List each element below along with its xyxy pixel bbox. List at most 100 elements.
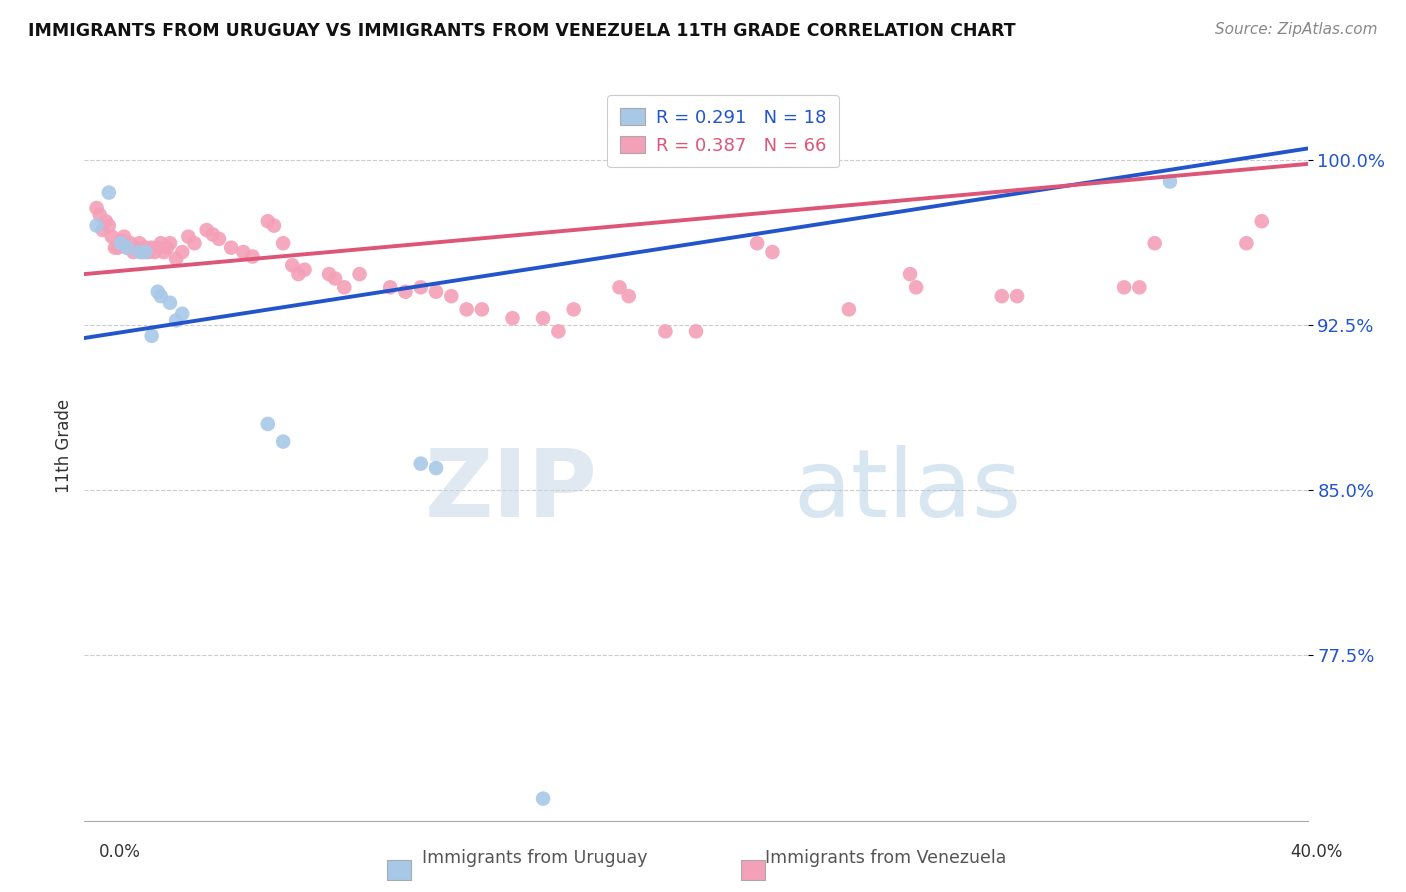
Text: IMMIGRANTS FROM URUGUAY VS IMMIGRANTS FROM VENEZUELA 11TH GRADE CORRELATION CHAR: IMMIGRANTS FROM URUGUAY VS IMMIGRANTS FR… [28,22,1015,40]
Point [135,245,157,260]
Point [333,280,356,294]
Point [898,267,921,281]
Point [531,311,554,326]
Point [172,245,194,260]
Point [1250,214,1272,228]
Point [617,289,640,303]
Point [165,252,187,266]
Point [146,285,169,299]
Point [394,285,416,299]
Point [177,229,200,244]
Point [271,236,294,251]
Point [323,271,346,285]
Point [654,325,676,339]
Point [125,241,148,255]
Point [110,236,132,251]
Point [201,227,224,242]
Point [86,201,108,215]
Point [156,241,179,255]
Point [128,245,150,260]
Point [104,241,127,255]
Point [115,241,138,255]
Y-axis label: 11th Grade: 11th Grade [55,399,73,493]
Point [1005,289,1028,303]
Text: atlas: atlas [794,445,1022,537]
Point [122,245,145,260]
Point [425,285,447,299]
Point [502,311,524,326]
Text: 40.0%: 40.0% [1291,843,1343,861]
Point [471,302,494,317]
Point [747,236,769,251]
Point [120,236,142,251]
Point [380,280,402,294]
Point [97,186,120,200]
Point [1236,236,1258,251]
Point [195,223,218,237]
Point [183,236,205,251]
Point [131,245,153,260]
Point [281,258,304,272]
Point [165,313,187,327]
Point [349,267,371,281]
Point [1114,280,1136,294]
Point [440,289,463,303]
Point [219,241,242,255]
Point [761,245,783,260]
Point [409,280,432,294]
Point [110,234,132,248]
Point [141,328,163,343]
Text: Source: ZipAtlas.com: Source: ZipAtlas.com [1215,22,1378,37]
Point [263,219,285,233]
Text: Immigrants from Venezuela: Immigrants from Venezuela [765,849,1007,867]
Point [531,791,554,805]
Point [128,236,150,251]
Point [232,245,254,260]
Text: ZIP: ZIP [425,445,598,537]
Point [89,208,111,222]
Point [456,302,478,317]
Point [86,219,108,233]
Point [141,241,163,255]
Point [318,267,340,281]
Point [287,267,309,281]
Point [172,307,194,321]
Point [685,325,707,339]
Point [112,229,135,244]
Point [159,236,181,251]
Text: Immigrants from Uruguay: Immigrants from Uruguay [422,849,647,867]
Point [562,302,585,317]
Point [409,457,432,471]
Point [149,289,172,303]
Point [294,262,316,277]
Point [153,245,176,260]
Point [1128,280,1150,294]
Point [425,461,447,475]
Point [1159,175,1181,189]
Point [146,241,169,255]
Point [149,236,172,251]
Point [905,280,928,294]
Point [143,245,166,260]
Point [97,219,120,233]
Point [257,214,280,228]
Legend: R = 0.291   N = 18, R = 0.387   N = 66: R = 0.291 N = 18, R = 0.387 N = 66 [607,95,839,168]
Point [838,302,860,317]
Point [107,241,129,255]
Point [271,434,294,449]
Point [547,325,569,339]
Point [94,214,117,228]
Point [91,223,114,237]
Point [159,295,181,310]
Point [115,241,138,255]
Point [135,241,157,255]
Text: 0.0%: 0.0% [98,843,141,861]
Point [1143,236,1166,251]
Point [101,229,124,244]
Point [208,232,231,246]
Point [242,250,264,264]
Point [609,280,631,294]
Point [991,289,1014,303]
Point [138,245,160,260]
Point [257,417,280,431]
